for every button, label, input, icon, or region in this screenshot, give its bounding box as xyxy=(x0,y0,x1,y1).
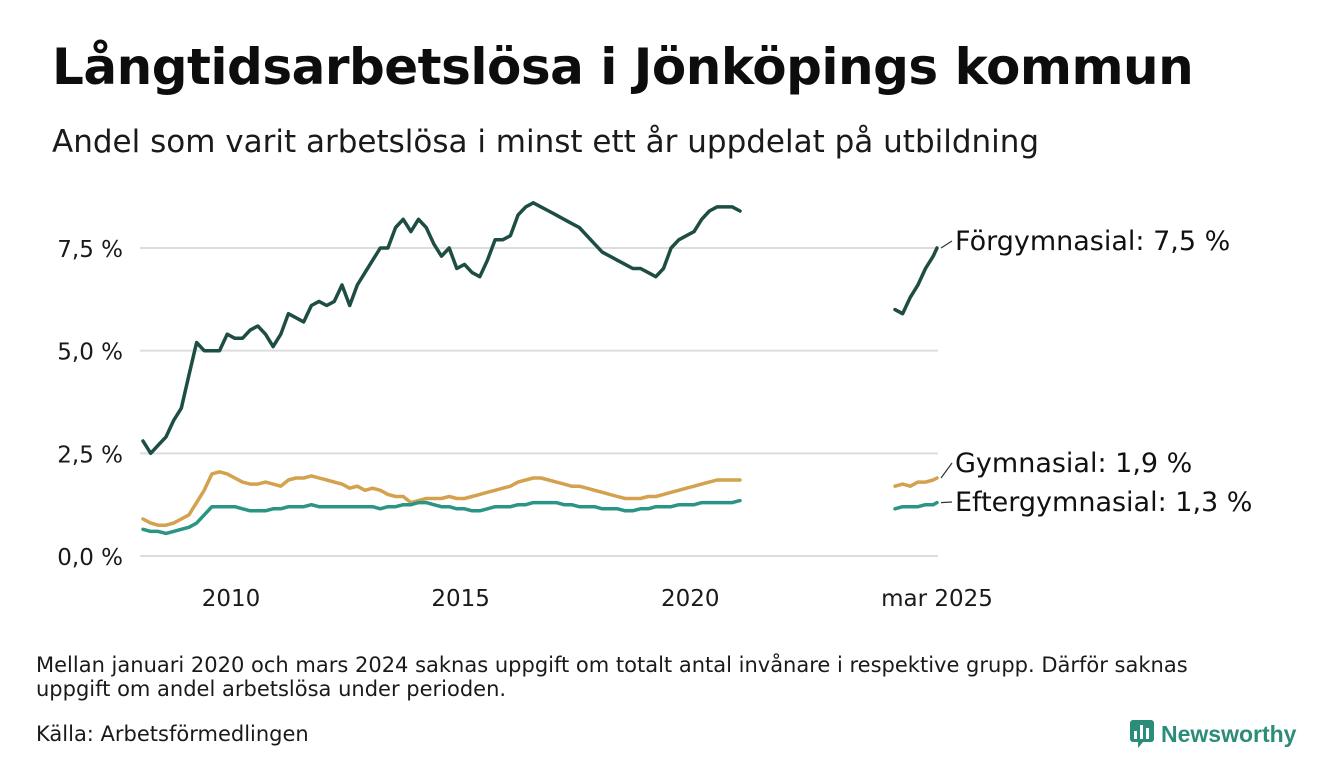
newsworthy-brand[interactable]: Newsworthy xyxy=(1129,717,1296,751)
source-credit: Källa: Arbetsförmedlingen xyxy=(36,722,309,746)
series-label-förgymnasial: Förgymnasial: 7,5 % xyxy=(955,226,1230,257)
series-line-gymnasial xyxy=(141,470,742,527)
series-label-gymnasial: Gymnasial: 1,9 % xyxy=(955,448,1192,479)
brand-name: Newsworthy xyxy=(1161,720,1297,747)
x-tick-label: mar 2025 xyxy=(881,586,993,612)
y-tick-label: 0,0 % xyxy=(57,545,123,571)
series-line-eftergymnasial xyxy=(141,498,742,536)
series-line-förgymnasial xyxy=(893,246,939,316)
series-line-gymnasial xyxy=(893,476,939,488)
y-tick-label: 2,5 % xyxy=(57,442,123,468)
grid-lines xyxy=(140,247,938,557)
series-line-förgymnasial xyxy=(141,201,742,456)
label-connector xyxy=(940,462,953,479)
y-tick-label: 5,0 % xyxy=(57,340,123,366)
y-axis-ticks: 0,0 % 2,5 % 5,0 % 7,5 % xyxy=(57,237,123,571)
line-chart: 0,0 % 2,5 % 5,0 % 7,5 % 2010 2015 2020 mar 202… xyxy=(57,201,1252,612)
footnote: Mellan januari 2020 och mars 2024 saknas… xyxy=(36,653,1188,701)
series-label-eftergymnasial: Eftergymnasial: 1,3 % xyxy=(955,487,1252,518)
label-connector xyxy=(940,501,953,504)
x-tick-label: 2015 xyxy=(431,586,490,612)
y-tick-label: 7,5 % xyxy=(57,237,123,263)
x-tick-label: 2020 xyxy=(661,586,720,612)
x-tick-label: 2010 xyxy=(202,586,261,612)
chart-title: Långtidsarbetslösa i Jönköpings kommun xyxy=(52,38,1194,96)
series-end-labels: Förgymnasial: 7,5 % Gymnasial: 1,9 % Efter… xyxy=(940,226,1252,518)
x-axis-ticks: 2010 2015 2020 mar 2025 xyxy=(202,586,993,612)
chart-subtitle: Andel som varit arbetslösa i minst ett å… xyxy=(52,124,1040,160)
series-line-eftergymnasial xyxy=(893,500,939,511)
newsworthy-logo-icon xyxy=(1130,720,1154,748)
label-connector xyxy=(940,240,953,249)
series-lines xyxy=(141,201,939,536)
